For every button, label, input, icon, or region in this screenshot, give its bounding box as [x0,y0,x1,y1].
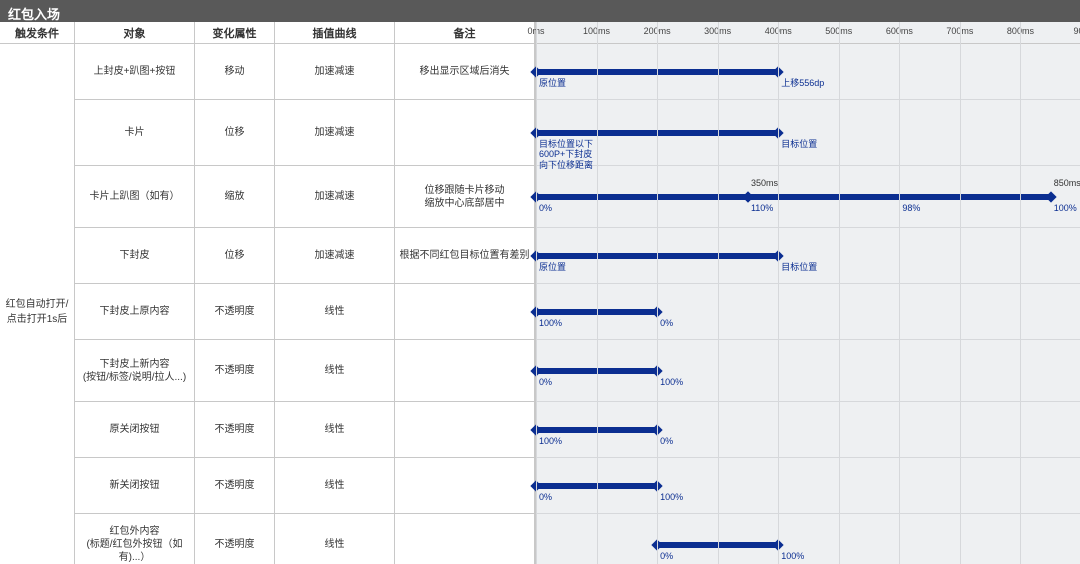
cell: 位移 [195,228,275,283]
keyframe-label: 原位置 [539,262,566,272]
timeline-row: 100% 0% [536,284,1080,340]
cell [395,100,535,165]
table-row: 上封皮+趴图+按钮移动加速减速移出显示区域后消失 [75,44,535,100]
timeline-row: 0% 100% [536,340,1080,402]
table-row: 卡片位移加速减速 [75,100,535,166]
cell: 原关闭按钮 [75,402,195,457]
keyframe-label: 0% [539,203,552,213]
header-object: 对象 [75,22,195,43]
grid-line [657,22,658,564]
cell: 下封皮上原内容 [75,284,195,339]
cell [395,340,535,401]
keyframe-label: 350ms [751,178,778,188]
keyframe-label: 850ms [1054,178,1080,188]
timeline-row: 0% 110% 350ms 98% 100% 850ms [536,166,1080,228]
keyframe-label: 上移556dp [781,78,824,88]
cell: 上封皮+趴图+按钮 [75,44,195,99]
cell: 移动 [195,44,275,99]
keyframe-label: 0% [660,551,673,561]
timeline-row: 100% 0% [536,402,1080,458]
cell: 位移跟随卡片移动 缩放中心底部居中 [395,166,535,227]
cell: 线性 [275,284,395,339]
cell: 加速减速 [275,228,395,283]
cell: 卡片上趴图（如有） [75,166,195,227]
table-row: 下封皮上新内容 (按钮/标签/说明/拉人...)不透明度线性 [75,340,535,402]
table-row: 卡片上趴图（如有）缩放加速减速位移跟随卡片移动 缩放中心底部居中 [75,166,535,228]
table-row: 原关闭按钮不透明度线性 [75,402,535,458]
rows-container: 上封皮+趴图+按钮移动加速减速移出显示区域后消失卡片位移加速减速卡片上趴图（如有… [75,44,535,564]
cell: 不透明度 [195,402,275,457]
grid-line [899,22,900,564]
grid-line [960,22,961,564]
timeline-rows: 原位置 上移556dp 目标位置以下 600P+下封皮 向下位移距离目标位置 0% 11… [536,44,1080,564]
keyframe-label: 100% [539,318,562,328]
keyframe-label: 100% [660,377,683,387]
timeline-bar [536,194,748,200]
cell: 不透明度 [195,284,275,339]
timeline-area: 0ms100ms200ms300ms400ms500ms600ms700ms80… [536,22,1080,564]
keyframe-label: 0% [539,377,552,387]
cell: 移出显示区域后消失 [395,44,535,99]
cell: 线性 [275,514,395,564]
cell: 下封皮上新内容 (按钮/标签/说明/拉人...) [75,340,195,401]
header-curve: 插值曲线 [275,22,395,43]
cell: 不透明度 [195,340,275,401]
keyframe-label: 目标位置 [781,139,817,149]
cell: 加速减速 [275,44,395,99]
table-row: 红包外内容 (标题/红包外按钮（如有)...）不透明度线性 [75,514,535,564]
timeline-row: 目标位置以下 600P+下封皮 向下位移距离目标位置 [536,100,1080,166]
cell [395,458,535,513]
keyframe-label: 0% [660,318,673,328]
keyframe-label: 0% [660,436,673,446]
keyframe-label: 100% [1054,203,1077,213]
keyframe-label: 100% [660,492,683,502]
timeline-row: 0% 100% [536,458,1080,514]
header-remark: 备注 [395,22,535,43]
table-row: 新关闭按钮不透明度线性 [75,458,535,514]
timeline-row: 0% 100% [536,514,1080,564]
grid-line [1020,22,1021,564]
cell [395,402,535,457]
cell: 根据不同红包目标位置有差别 [395,228,535,283]
cell: 缩放 [195,166,275,227]
cell [395,514,535,564]
keyframe-label: 110% [751,203,773,213]
cell: 加速减速 [275,166,395,227]
cell: 位移 [195,100,275,165]
header-trigger: 触发条件 [0,22,75,43]
trigger-cell: 红包自动打开/点击打开1s后 [0,44,75,564]
time-header: 0ms100ms200ms300ms400ms500ms600ms700ms80… [536,22,1080,44]
cell: 不透明度 [195,458,275,513]
keyframe-label: 0% [539,492,552,502]
header-attr: 变化属性 [195,22,275,43]
grid-line [778,22,779,564]
cell: 下封皮 [75,228,195,283]
cell: 新关闭按钮 [75,458,195,513]
cell: 卡片 [75,100,195,165]
grid-line [718,22,719,564]
cell: 线性 [275,458,395,513]
timeline-row: 原位置 上移556dp [536,44,1080,100]
grid-line [839,22,840,564]
cell: 红包外内容 (标题/红包外按钮（如有)...） [75,514,195,564]
grid-line [597,22,598,564]
cell [395,284,535,339]
keyframe-label: 100% [539,436,562,446]
table-row: 下封皮上原内容不透明度线性 [75,284,535,340]
grid-line [536,22,537,564]
table-row: 下封皮位移加速减速根据不同红包目标位置有差别 [75,228,535,284]
keyframe-label: 100% [781,551,804,561]
keyframe-label: 98% [902,203,920,213]
time-tick: 900 [1073,26,1080,36]
page-title: 红包入场 [0,0,1080,22]
cell: 加速减速 [275,100,395,165]
cell: 不透明度 [195,514,275,564]
header-row: 触发条件 对象 变化属性 插值曲线 备注 [0,22,535,44]
keyframe-label: 目标位置 [781,262,817,272]
cell: 线性 [275,402,395,457]
cell: 线性 [275,340,395,401]
keyframe-label: 原位置 [539,78,566,88]
timeline-row: 原位置 目标位置 [536,228,1080,284]
